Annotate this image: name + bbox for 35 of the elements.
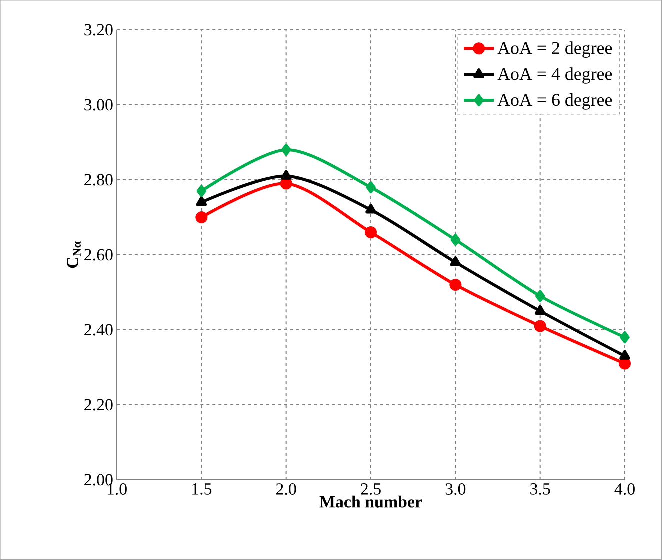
point [280,170,292,180]
x-tick-label: 2.5 [361,484,381,495]
y-tick-label: 3.00 [84,99,113,111]
x-tick-label: 3.0 [446,484,466,496]
x-tick-label: 3.5 [530,484,550,495]
point [535,290,546,302]
y-tick-label: 2.40 [84,324,113,336]
y-axis-title: C$_{Nα}$ [67,242,81,268]
point [366,204,376,214]
point [620,350,630,360]
x-tick-label: 1.0 [108,484,127,496]
point [366,181,376,194]
point [196,185,207,198]
point [620,332,630,344]
point [196,211,208,224]
x-axis-title: Mach number [320,496,422,508]
y-tick-label: 2.60 [84,249,113,261]
legend-label: AoA = 6 degree [498,94,612,110]
y-tick-label: 3.20 [84,24,113,36]
point [281,144,292,156]
point [365,226,377,238]
point [450,278,462,291]
point [534,320,546,332]
x-tick-label: 1.5 [192,484,212,495]
x-tick-label: 4.0 [614,484,635,496]
point [450,256,462,266]
legend-label: AoA = 2 degree [498,42,612,58]
legend-label: AoA = 4 degree [498,68,612,84]
point [196,196,208,206]
y-tick-label: 2.00 [84,474,113,486]
x-tick-label: 2.0 [276,484,296,496]
point [534,305,546,315]
y-tick-label: 2.80 [84,174,113,186]
y-tick-label: 2.20 [84,399,113,411]
point [450,234,461,246]
